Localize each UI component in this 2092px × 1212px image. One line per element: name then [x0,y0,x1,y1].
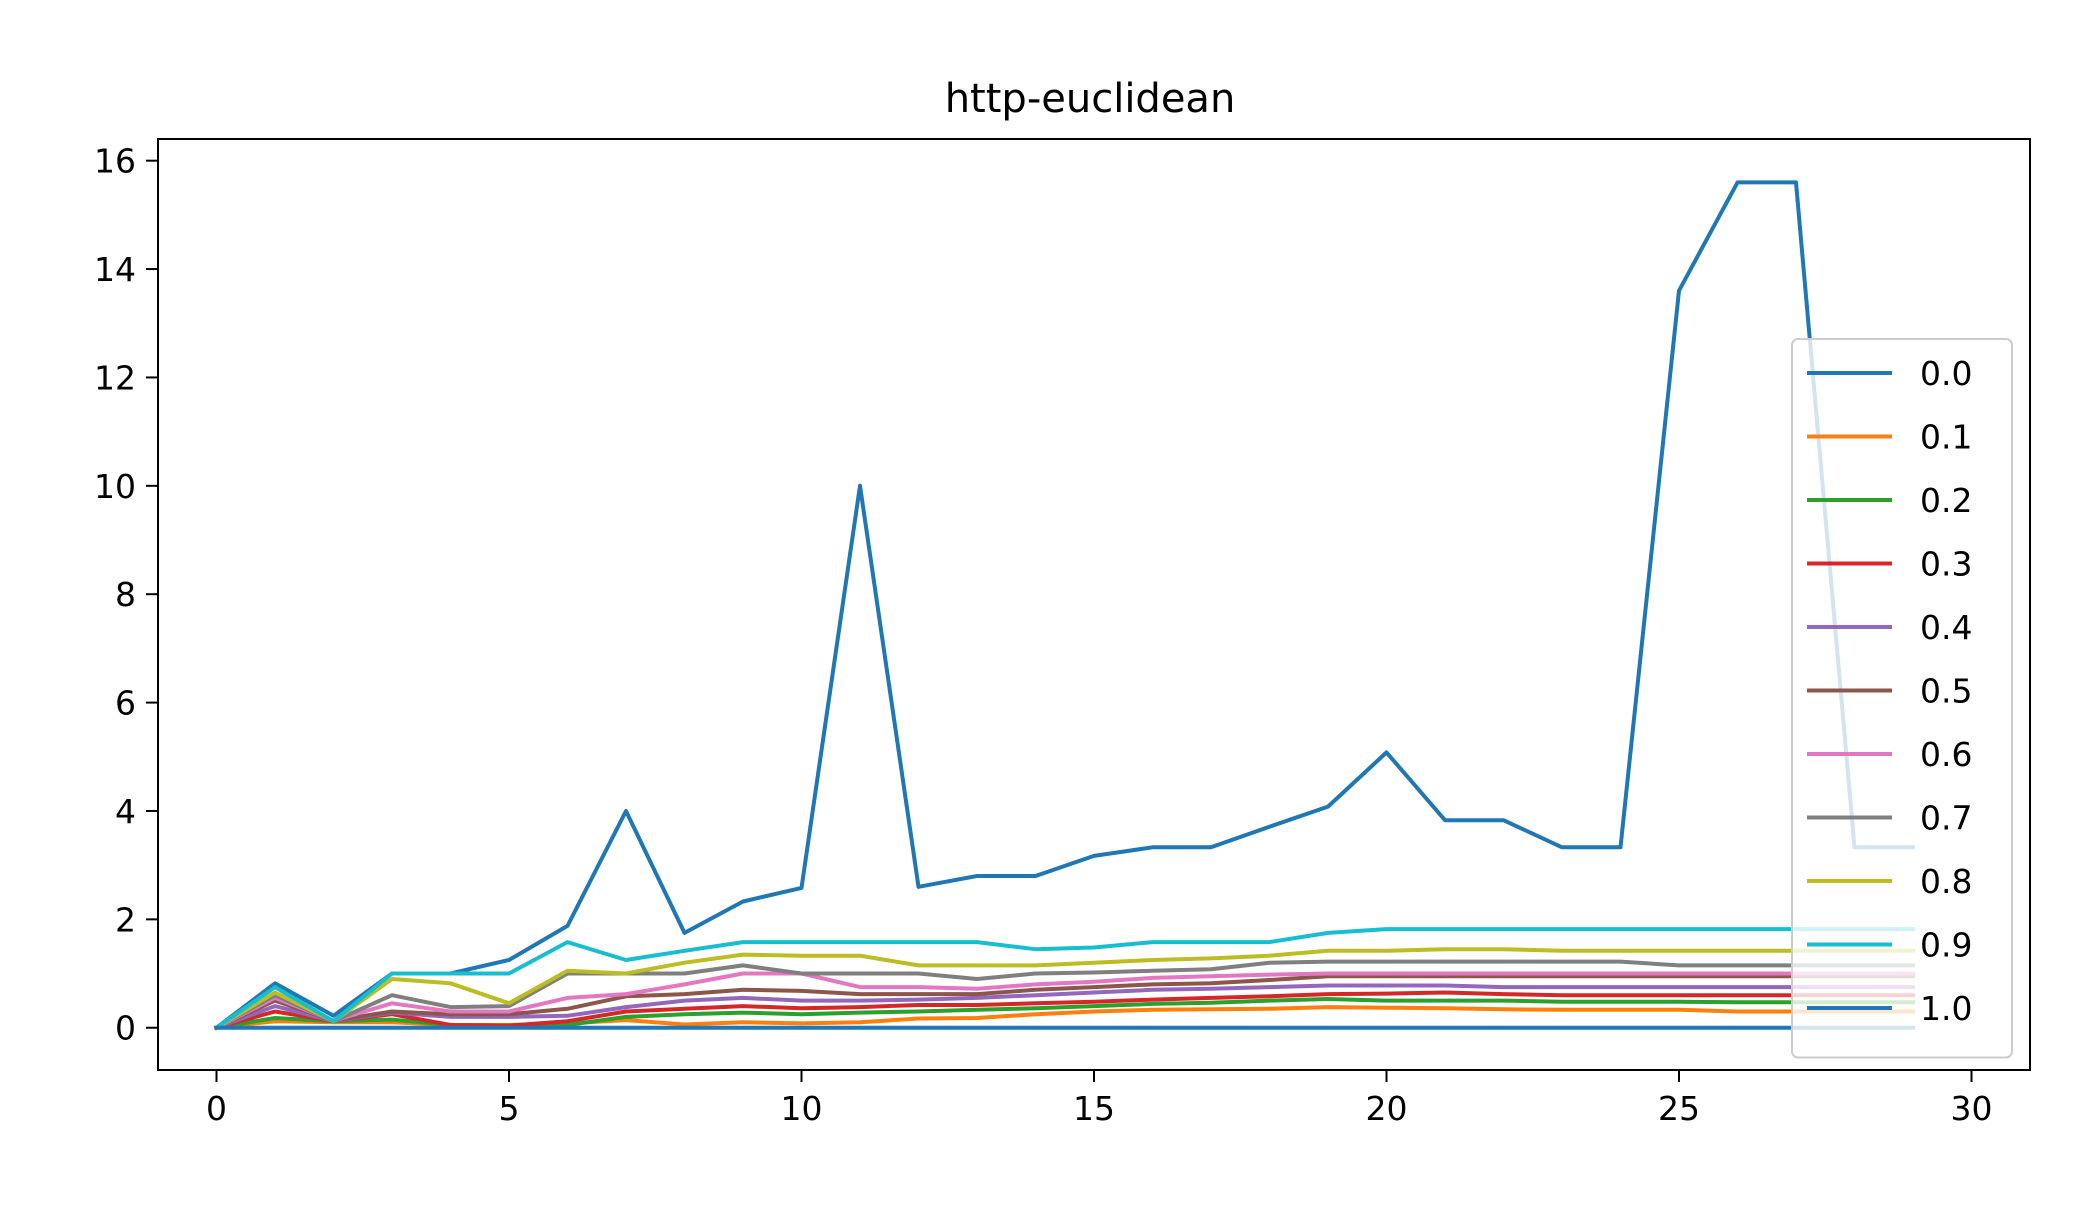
x-axis: 0 5 10 15 20 25 30 [206,1070,1993,1128]
series-layer [213,180,1915,1031]
y-axis: 0 2 4 6 8 10 12 14 16 [94,142,158,1048]
x-tick-label-4: 20 [1366,1089,1408,1128]
y-tick-label-1: 2 [115,900,136,939]
series-line-5 [213,974,1915,1031]
legend-label-1: 0.1 [1920,418,1972,457]
y-tick-label-4: 8 [115,575,136,614]
y-tick-label-6: 12 [94,358,136,397]
legend: 0.0 0.1 0.2 0.3 0.4 0.5 0.6 0.7 0.8 0.9 1.0 [1791,338,2013,1059]
series-line-7 [213,959,1915,1031]
x-tick-label-0: 0 [206,1089,227,1128]
legend-label-3: 0.3 [1920,545,1972,584]
series-line-9 [213,927,1915,1031]
y-tick-label-0: 0 [115,1009,136,1048]
x-tick-label-3: 15 [1073,1089,1115,1128]
x-tick-label-5: 25 [1658,1089,1700,1128]
legend-label-0: 0.0 [1920,354,1972,393]
chart-title: http-euclidean [945,76,1236,122]
x-tick-label-6: 30 [1951,1089,1993,1128]
legend-label-10: 1.0 [1920,989,1972,1028]
series-line-0 [213,180,1915,1031]
legend-label-8: 0.8 [1920,862,1972,901]
series-line-4 [213,983,1915,1031]
y-tick-label-2: 4 [115,792,136,831]
y-tick-label-3: 6 [115,684,136,723]
x-tick-label-2: 10 [781,1089,823,1128]
legend-label-7: 0.7 [1920,799,1972,838]
y-tick-label-8: 16 [94,142,136,181]
y-tick-label-5: 10 [94,467,136,506]
legend-label-9: 0.9 [1920,926,1972,965]
x-tick-label-1: 5 [499,1089,520,1128]
series-line-3 [214,990,1915,1031]
legend-box [1791,338,2013,1059]
legend-label-2: 0.2 [1920,481,1972,520]
y-tick-label-7: 14 [94,250,136,289]
series-line-8 [213,947,1915,1031]
legend-label-5: 0.5 [1920,672,1972,711]
legend-label-4: 0.4 [1920,608,1972,647]
series-line-6 [213,971,1915,1031]
legend-label-6: 0.6 [1920,735,1972,774]
